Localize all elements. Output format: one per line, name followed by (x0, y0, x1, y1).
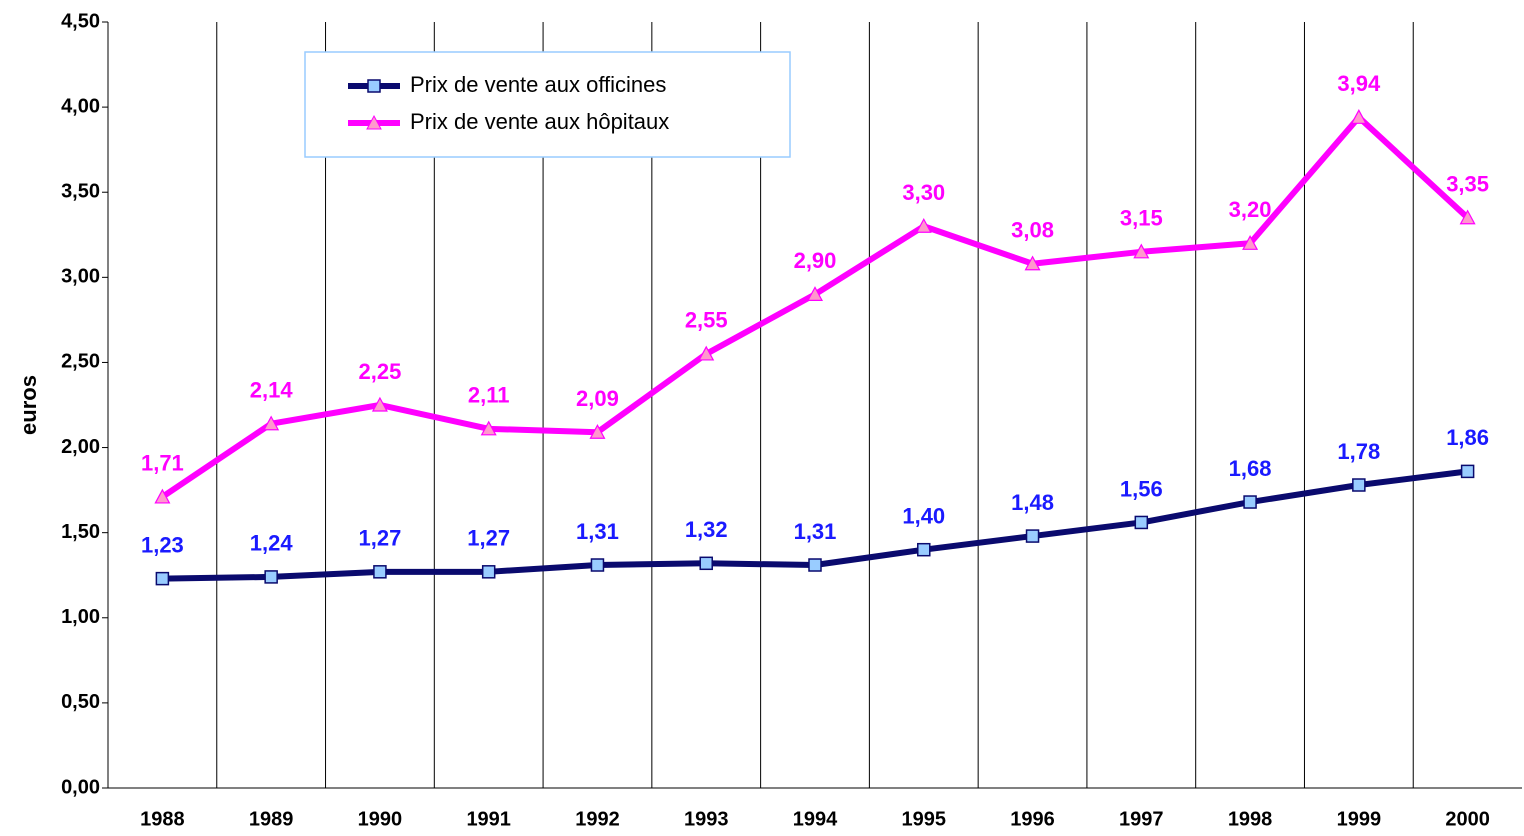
marker (915, 218, 932, 233)
data-label: 1,71 (141, 451, 184, 476)
y-tick-label: 4,00 (61, 95, 100, 117)
y-tick-label: 1,50 (61, 521, 100, 543)
legend-marker (366, 114, 382, 130)
x-tick-label: 1990 (358, 808, 403, 830)
data-label: 1,78 (1337, 439, 1380, 464)
data-label: 3,94 (1337, 71, 1381, 96)
marker (698, 345, 715, 361)
x-tick-label: 1989 (249, 808, 294, 830)
marker (806, 286, 824, 301)
series-line (160, 114, 1470, 500)
marker (1459, 209, 1476, 225)
data-label: 1,24 (250, 531, 294, 556)
data-label: 3,15 (1120, 206, 1163, 231)
marker (1134, 515, 1149, 530)
marker (373, 565, 387, 579)
y-tick-label: 1,00 (61, 606, 100, 628)
x-tick-label: 1996 (1010, 808, 1055, 830)
y-tick-label: 3,50 (61, 181, 100, 203)
legend-label: Prix de vente aux hôpitaux (410, 109, 669, 134)
y-tick-label: 2,00 (61, 436, 100, 458)
marker (1460, 464, 1475, 479)
marker (371, 396, 388, 412)
data-label: 3,30 (902, 180, 945, 205)
legend-box (304, 51, 791, 158)
marker (263, 415, 280, 431)
data-label: 2,55 (685, 308, 728, 333)
x-tick-label: 1991 (466, 808, 511, 830)
x-tick-label: 1999 (1337, 808, 1382, 830)
data-label: 1,31 (576, 519, 619, 544)
data-label: 1,32 (685, 517, 728, 542)
marker (264, 570, 278, 584)
data-label: 3,08 (1011, 218, 1054, 243)
x-tick-label: 1992 (575, 808, 620, 830)
marker (481, 565, 496, 579)
y-tick-label: 2,50 (61, 351, 100, 373)
x-tick-label: 1988 (140, 808, 185, 830)
x-tick-label: 1998 (1228, 808, 1273, 830)
legend-label: Prix de vente aux officines (410, 72, 666, 97)
x-tick-label: 1993 (684, 808, 729, 830)
marker (1024, 255, 1041, 271)
x-tick-label: 1995 (902, 808, 947, 830)
data-label: 2,90 (794, 248, 837, 273)
data-label: 2,09 (576, 386, 619, 411)
marker (917, 542, 931, 557)
marker (1025, 529, 1040, 543)
y-axis-label: euros (16, 375, 41, 435)
marker (1352, 478, 1366, 492)
marker (808, 558, 822, 572)
y-tick-label: 0,50 (61, 691, 100, 713)
marker (480, 420, 497, 436)
data-label: 1,31 (794, 519, 837, 544)
x-tick-label: 2000 (1445, 808, 1490, 830)
data-label: 1,27 (467, 526, 510, 551)
data-label: 2,11 (468, 383, 510, 408)
data-label: 2,14 (250, 378, 294, 403)
marker (1243, 495, 1257, 509)
marker (1350, 109, 1367, 124)
data-label: 1,56 (1120, 476, 1163, 501)
marker (589, 423, 606, 439)
marker (1242, 235, 1259, 250)
x-tick-label: 1994 (793, 808, 838, 830)
marker (1133, 243, 1150, 259)
marker (154, 488, 171, 504)
data-label: 3,35 (1446, 172, 1489, 197)
data-label: 1,27 (359, 526, 402, 551)
data-label: 1,40 (902, 504, 945, 529)
data-label: 1,48 (1011, 490, 1054, 515)
data-label: 1,86 (1446, 425, 1489, 450)
x-tick-label: 1997 (1119, 808, 1164, 830)
data-label: 3,20 (1229, 197, 1272, 222)
legend-marker (367, 79, 381, 93)
data-label: 2,25 (359, 359, 402, 384)
marker (155, 571, 170, 586)
data-label: 1,23 (141, 532, 184, 557)
marker (590, 558, 605, 572)
y-tick-label: 0,00 (61, 776, 100, 798)
y-tick-label: 4,50 (61, 10, 100, 32)
marker (699, 556, 713, 571)
y-tick-label: 3,00 (61, 266, 100, 288)
data-label: 1,68 (1229, 456, 1272, 481)
